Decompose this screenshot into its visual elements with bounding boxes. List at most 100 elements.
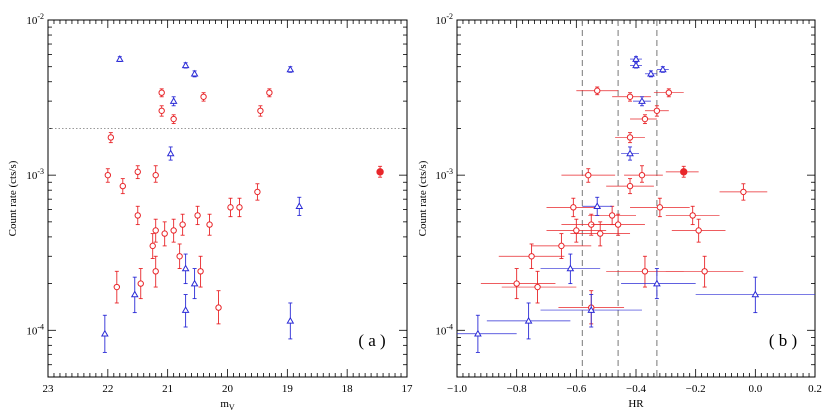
- x-tick-label: −0.2: [686, 383, 706, 395]
- data-point: [561, 168, 616, 183]
- y-tick-label: 10-4: [26, 322, 44, 337]
- open-circle-marker: [626, 134, 634, 141]
- data-point: [227, 197, 234, 218]
- data-point: [457, 314, 517, 353]
- data-point: [656, 65, 669, 73]
- open-circle-marker: [152, 268, 159, 275]
- x-tick-label: 0.0: [748, 383, 762, 395]
- data-point: [719, 183, 768, 201]
- data-point: [152, 255, 159, 288]
- triangle-marker: [566, 264, 575, 272]
- data-point: [158, 88, 165, 98]
- open-circle-marker: [227, 204, 234, 211]
- triangle-marker: [647, 69, 655, 77]
- open-circle-marker: [689, 212, 696, 219]
- x-tick-label: 23: [43, 383, 55, 395]
- y-tick-label: 10-3: [26, 167, 44, 182]
- data-point: [606, 178, 654, 195]
- data-point: [254, 183, 261, 201]
- data-point: [113, 270, 121, 304]
- plot-frame: [47, 19, 408, 378]
- plot-frame: [456, 19, 816, 378]
- data-point: [630, 61, 642, 69]
- triangle-marker: [593, 202, 602, 210]
- data-point: [152, 165, 159, 183]
- data-point: [615, 132, 645, 144]
- data-point: [671, 218, 726, 243]
- open-circle-marker: [641, 115, 649, 123]
- data-point: [215, 290, 222, 325]
- y-axis-title: Count rate (cts/s): [7, 160, 19, 236]
- data-point: [480, 268, 556, 300]
- open-circle-marker: [656, 204, 664, 211]
- data-point: [194, 205, 201, 226]
- open-circle-marker: [695, 227, 702, 234]
- triangle-marker: [626, 149, 634, 157]
- data-point: [665, 205, 720, 226]
- data-point: [665, 255, 744, 288]
- data-point: [286, 302, 295, 340]
- data-point: [134, 205, 141, 226]
- open-circle-marker: [608, 212, 616, 219]
- open-circle-marker: [585, 171, 592, 179]
- data-point: [257, 105, 264, 117]
- x-axis-title: mV: [220, 398, 235, 412]
- data-point: [170, 218, 177, 243]
- data-point: [119, 178, 126, 195]
- data-point: [206, 213, 213, 236]
- open-circle-marker: [626, 182, 634, 190]
- open-circle-marker: [558, 242, 565, 250]
- open-circle-marker: [594, 87, 601, 94]
- y-tick-label: 10-3: [435, 167, 453, 182]
- data-point: [612, 92, 651, 102]
- open-circle-marker: [113, 283, 121, 291]
- triangle-marker: [115, 55, 124, 62]
- open-circle-marker: [257, 107, 264, 114]
- data-point: [115, 55, 124, 62]
- triangle-marker: [166, 149, 175, 157]
- triangle-marker: [190, 279, 199, 287]
- open-circle-marker: [158, 89, 165, 96]
- y-tick-label: 10-2: [435, 12, 453, 27]
- open-circle-marker: [206, 221, 213, 228]
- data-point: [107, 132, 115, 144]
- x-tick-label: 20: [222, 383, 234, 395]
- data-point: [653, 88, 684, 98]
- data-point: [570, 221, 631, 247]
- data-point: [498, 243, 565, 270]
- x-tick-label: 21: [162, 383, 173, 395]
- open-circle-marker: [194, 212, 201, 219]
- data-point: [104, 168, 112, 183]
- data-point: [158, 105, 165, 117]
- open-circle-marker: [701, 268, 708, 275]
- open-circle-marker: [179, 221, 186, 228]
- panel-a: 23 22 21 20 19 18 17 10-2 10-3 10-4 mV Count rate (…: [7, 12, 413, 412]
- open-circle-marker: [597, 230, 604, 237]
- open-circle-marker: [653, 107, 661, 114]
- triangle-marker: [587, 306, 596, 313]
- data-point: [134, 165, 141, 180]
- data-point: [286, 65, 295, 73]
- data-point: [540, 294, 642, 328]
- x-tick-label: 19: [282, 383, 294, 395]
- data-point: [161, 221, 168, 247]
- open-circle-marker: [254, 188, 261, 196]
- triangle-marker: [474, 329, 482, 337]
- open-circle-marker: [134, 168, 141, 176]
- triangle-marker: [653, 279, 661, 287]
- data-point: [644, 105, 669, 117]
- open-circle-marker: [170, 227, 177, 234]
- data-point: [630, 197, 690, 218]
- data-point: [176, 243, 183, 270]
- data-point: [166, 146, 175, 161]
- open-circle-marker: [513, 280, 520, 287]
- triangle-marker: [100, 329, 109, 337]
- data-point: [149, 233, 156, 260]
- open-circle-marker: [573, 227, 580, 234]
- x-tick-label: 17: [402, 383, 414, 395]
- open-circle-marker: [740, 188, 747, 196]
- open-circle-marker: [137, 280, 144, 287]
- open-circle-marker: [170, 115, 177, 123]
- data-point: [376, 165, 384, 178]
- data-point: [501, 270, 577, 304]
